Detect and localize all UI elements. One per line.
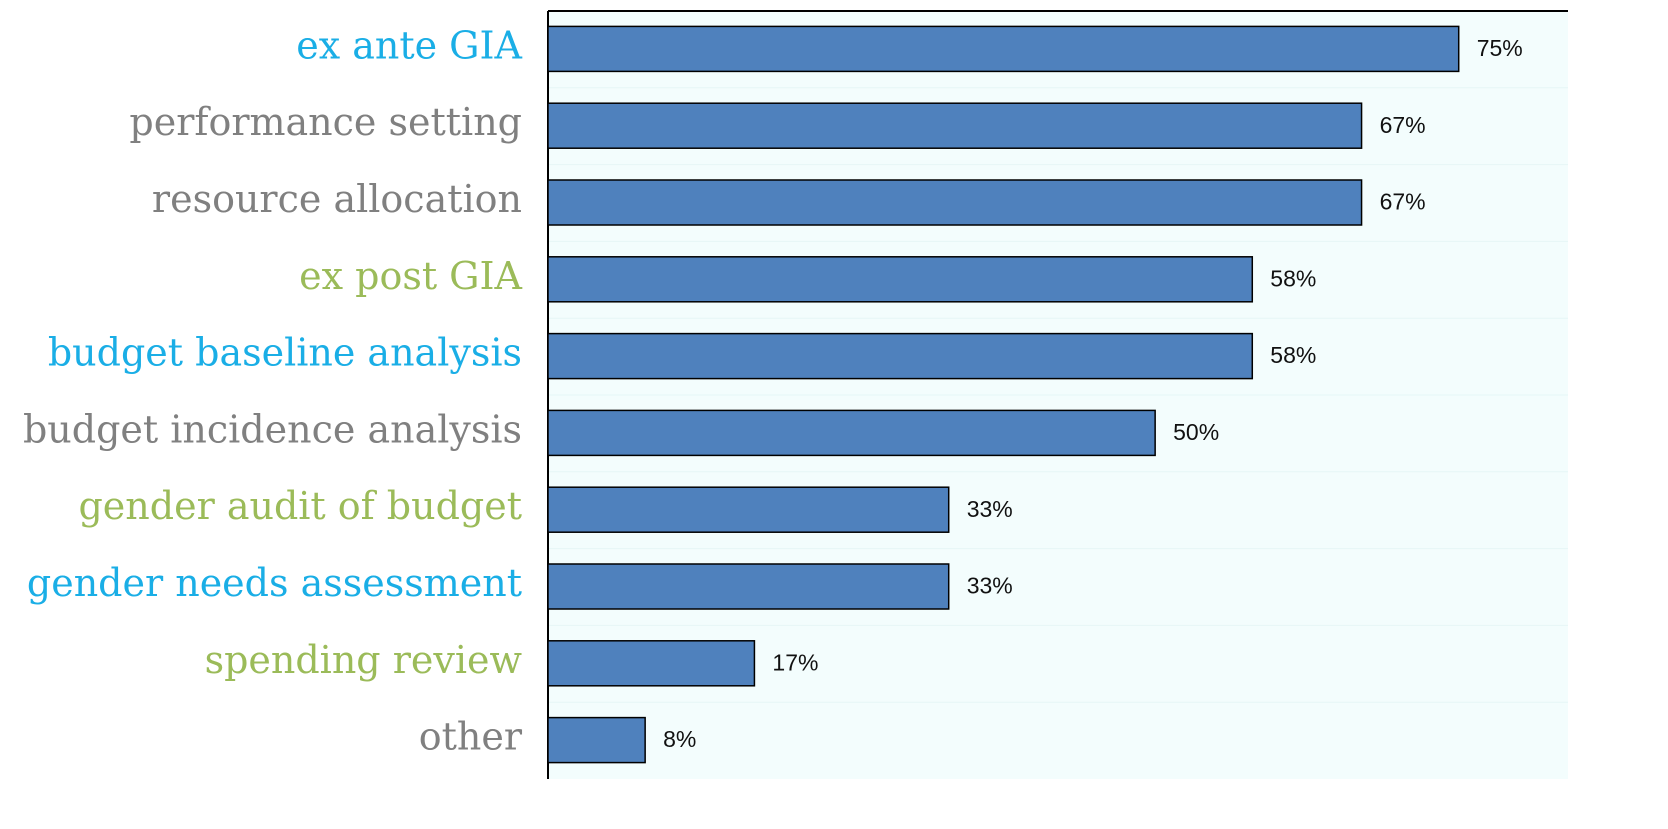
category-label: gender needs assessment xyxy=(27,561,522,605)
category-label: budget incidence analysis xyxy=(23,407,522,451)
value-label: 33% xyxy=(967,496,1013,522)
bar xyxy=(547,256,1254,303)
value-label: 58% xyxy=(1270,342,1316,368)
stripes xyxy=(548,87,1568,703)
category-label: ex post GIA xyxy=(299,254,522,298)
bar xyxy=(547,179,1363,226)
value-label: 8% xyxy=(663,726,696,752)
value-label: 33% xyxy=(967,573,1013,599)
category-label: other xyxy=(419,715,523,759)
bar xyxy=(547,25,1460,73)
value-label: 50% xyxy=(1173,419,1219,445)
category-label: performance setting xyxy=(129,100,522,144)
bar xyxy=(547,563,950,610)
bar xyxy=(547,716,646,764)
bar xyxy=(547,332,1254,380)
value-label: 67% xyxy=(1380,112,1426,138)
category-label: gender audit of budget xyxy=(78,484,522,528)
category-label: budget baseline analysis xyxy=(48,331,522,375)
value-label: 67% xyxy=(1380,189,1426,215)
category-label: resource allocation xyxy=(152,177,522,221)
bar xyxy=(547,102,1363,149)
bar xyxy=(547,409,1156,457)
category-label: ex ante GIA xyxy=(296,23,522,67)
value-label: 17% xyxy=(772,649,818,675)
value-label: 58% xyxy=(1270,265,1316,291)
category-label: spending review xyxy=(205,638,523,682)
bar xyxy=(547,486,950,533)
bar xyxy=(547,640,756,687)
value-label: 75% xyxy=(1477,35,1523,61)
